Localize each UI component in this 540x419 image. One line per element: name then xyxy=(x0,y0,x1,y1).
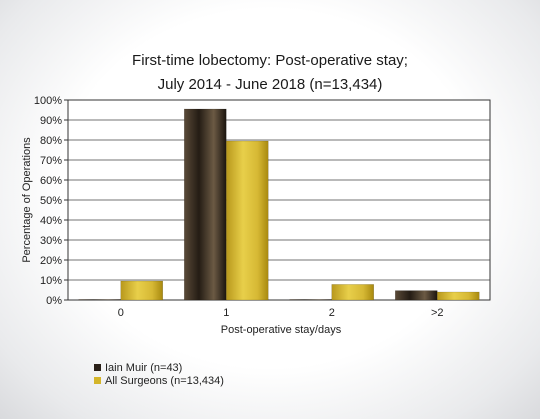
x-tick-label: 0 xyxy=(118,307,124,319)
plot-area xyxy=(67,99,491,301)
legend-label: All Surgeons (n=13,434) xyxy=(105,375,224,387)
bar-surgeon-1 xyxy=(184,108,227,301)
y-tick-label: 30% xyxy=(40,235,62,247)
bar-all-surgeons-2 xyxy=(331,284,374,301)
bar-surgeon-2 xyxy=(289,299,332,301)
x-tick-label: >2 xyxy=(431,307,444,319)
chart-title: First-time lobectomy: Post-operative sta… xyxy=(132,52,408,69)
y-tick-label: 70% xyxy=(40,155,62,167)
y-axis-ticks: 0% 10% 20% 30% 40% 50% 60% 70% 80% 90% 100% xyxy=(34,95,68,307)
legend: Iain Muir (n=43)All Surgeons (n=13,434) xyxy=(94,362,224,387)
bar-all-surgeons-3 xyxy=(437,291,480,301)
chart-subtitle: July 2014 - June 2018 (n=13,434) xyxy=(158,76,383,93)
y-tick-label: 90% xyxy=(40,115,62,127)
legend-swatch xyxy=(94,364,101,371)
y-tick-label: 0% xyxy=(46,295,62,307)
y-axis-label: Percentage of Operations xyxy=(21,137,33,263)
bar-all-surgeons-1 xyxy=(226,140,269,301)
bars-group xyxy=(78,108,480,301)
y-tick-label: 80% xyxy=(40,135,62,147)
bar-surgeon-3 xyxy=(395,290,438,301)
y-tick-label: 60% xyxy=(40,175,62,187)
x-axis-ticks: 0 1 2 >2 xyxy=(118,307,444,319)
y-tick-label: 100% xyxy=(34,95,62,107)
x-tick-label: 2 xyxy=(329,307,335,319)
y-tick-label: 50% xyxy=(40,195,62,207)
bar-surgeon-0 xyxy=(78,299,121,301)
legend-label: Iain Muir (n=43) xyxy=(105,362,182,374)
bar-all-surgeons-0 xyxy=(120,280,163,301)
legend-swatch xyxy=(94,377,101,384)
y-tick-label: 20% xyxy=(40,255,62,267)
x-tick-label: 1 xyxy=(223,307,229,319)
x-axis-label: Post-operative stay/days xyxy=(221,324,342,336)
y-tick-label: 40% xyxy=(40,215,62,227)
y-tick-label: 10% xyxy=(40,275,62,287)
